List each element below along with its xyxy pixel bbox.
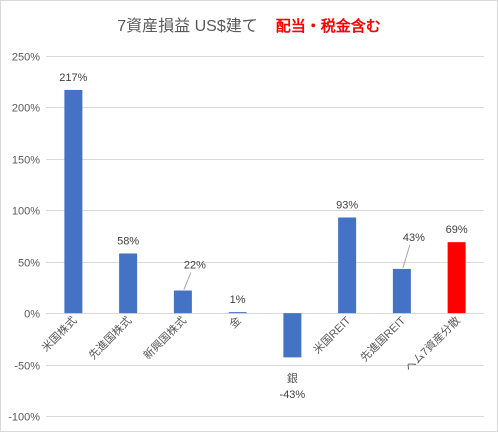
y-tick-label: -50% bbox=[14, 361, 40, 373]
data-label: 217% bbox=[59, 72, 87, 84]
data-label: 69% bbox=[446, 224, 468, 236]
bars bbox=[64, 89, 466, 358]
leader-line bbox=[183, 272, 192, 290]
data-label: 93% bbox=[336, 199, 358, 211]
x-tick-label: 米国株式 bbox=[38, 313, 79, 354]
x-tick-label: 先進国REIT bbox=[358, 314, 408, 364]
chart-title-note: 配当・税金含む bbox=[275, 18, 381, 35]
bar-7 bbox=[392, 268, 411, 314]
bar-5 bbox=[283, 313, 302, 358]
data-label: 1% bbox=[230, 294, 246, 306]
data-label: 58% bbox=[117, 235, 139, 247]
data-labels: 217% 58% 22% 1% -43% 93% 43% 69% bbox=[59, 72, 468, 401]
y-tick-label: 200% bbox=[12, 103, 40, 115]
bar-6 bbox=[338, 217, 357, 314]
x-tick-label: 新興国株式 bbox=[140, 313, 189, 362]
bar-1 bbox=[64, 89, 83, 314]
y-tick-label: 250% bbox=[12, 52, 40, 64]
gridlines bbox=[46, 56, 484, 417]
y-tick-label: -100% bbox=[8, 412, 40, 424]
x-tick-label: 銀 bbox=[287, 371, 298, 385]
chart-title: 7資産損益 US$建て 配当・税金含む bbox=[0, 12, 498, 36]
y-tick-label: 100% bbox=[12, 206, 40, 218]
bar-8 bbox=[447, 242, 466, 314]
leader-lines bbox=[183, 244, 411, 290]
data-label: -43% bbox=[280, 389, 306, 401]
x-tick-label: 先進国株式 bbox=[85, 313, 134, 362]
data-label: 43% bbox=[403, 232, 425, 244]
data-label: 22% bbox=[184, 260, 206, 272]
x-tick-label: 米国REIT bbox=[311, 314, 354, 357]
bar-2 bbox=[119, 253, 138, 314]
y-tick-label: 0% bbox=[24, 309, 40, 321]
bar-3 bbox=[173, 290, 192, 314]
bar-4 bbox=[228, 312, 247, 314]
leader-line bbox=[402, 244, 411, 269]
x-tick-label: 金 bbox=[226, 313, 244, 331]
y-tick-label: 150% bbox=[12, 155, 40, 167]
y-axis-ticks: 250% 200% 150% 100% 50% 0% -50% -100% bbox=[8, 52, 40, 424]
y-tick-label: 50% bbox=[18, 258, 40, 270]
chart-title-main: 7資産損益 US$建て bbox=[117, 18, 258, 35]
